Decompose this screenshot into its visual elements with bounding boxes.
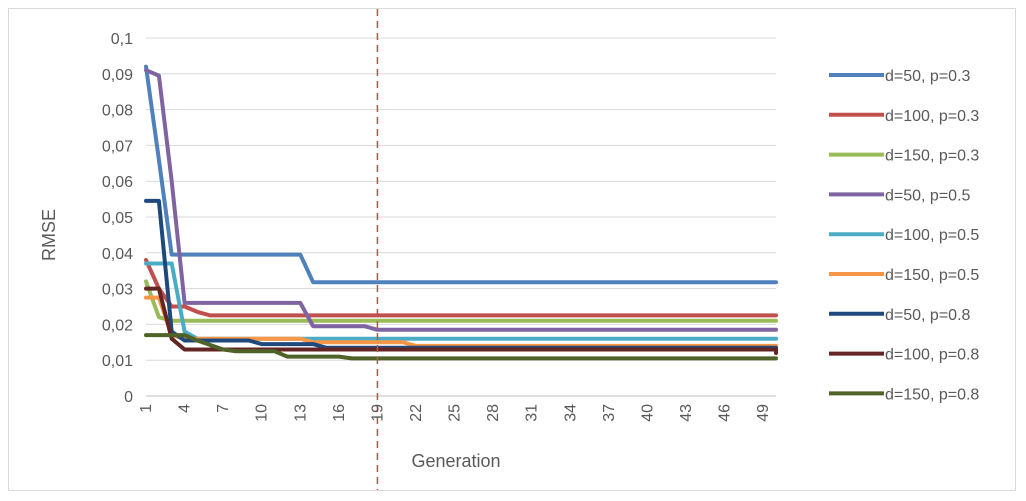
series-lines (144, 64, 778, 361)
x-tick-label: 13 (292, 404, 309, 422)
y-tick-label: 0,02 (102, 317, 133, 334)
y-tick-label: 0 (124, 389, 133, 406)
series-line-8 (144, 286, 778, 355)
y-tick-label: 0,08 (102, 103, 133, 120)
series-line-7 (144, 198, 778, 350)
y-tick-label: 0,09 (102, 67, 133, 84)
x-tick-label: 7 (215, 404, 232, 413)
legend-label: d=50, p=0.5 (885, 187, 971, 204)
y-tick-label: 0,01 (102, 353, 133, 370)
chart-frame: 0 0,01 0,02 0,03 0,04 0,05 0,06 0,07 0,08 0,09 0,1… (8, 8, 1016, 491)
series-line-4 (144, 68, 778, 332)
y-tick-label: 0,04 (102, 246, 133, 263)
legend-label: d=50, p=0.8 (885, 307, 971, 324)
y-tick-label: 0,05 (102, 210, 133, 227)
x-tick-label: 4 (177, 404, 194, 413)
series-line-2 (144, 258, 778, 318)
y-tick-label: 0,03 (102, 282, 133, 299)
legend-label: d=100, p=0.5 (885, 227, 979, 244)
gridlines (146, 37, 776, 361)
x-tick-label: 16 (331, 404, 348, 422)
x-tick-label: 22 (408, 404, 425, 422)
x-tick-label: 19 (369, 404, 386, 422)
x-tick-label: 46 (717, 404, 734, 422)
y-tick-label: 0,07 (102, 138, 133, 155)
x-tick-label: 28 (485, 404, 502, 422)
y-tick-label: 0,1 (111, 31, 133, 48)
legend-label: d=100, p=0.3 (885, 108, 979, 125)
series-line-9 (144, 333, 778, 361)
x-tick-label: 31 (524, 404, 541, 422)
x-axis-title: Generation (411, 451, 500, 471)
y-axis-title: RMSE (39, 209, 59, 261)
y-tick-label: 0,06 (102, 174, 133, 191)
x-tick-label: 49 (755, 404, 772, 422)
line-chart: 0 0,01 0,02 0,03 0,04 0,05 0,06 0,07 0,08 0,09 0,1… (39, 9, 979, 490)
legend-label: d=150, p=0.3 (885, 148, 979, 165)
x-tick-label: 25 (447, 404, 464, 422)
x-tick-label: 1 (138, 404, 155, 413)
x-tick-label: 34 (562, 404, 579, 422)
legend-label: d=150, p=0.5 (885, 267, 979, 284)
legend-label: d=100, p=0.8 (885, 347, 979, 364)
legend-label: d=50, p=0.3 (885, 68, 971, 85)
series-line-1 (144, 64, 778, 285)
x-tick-label: 10 (254, 404, 271, 422)
x-tick-label: 43 (678, 404, 695, 422)
x-tick-label: 37 (601, 404, 618, 422)
x-tick-label: 40 (639, 404, 656, 422)
tick-labels: 0 0,01 0,02 0,03 0,04 0,05 0,06 0,07 0,08 0,09 0,1… (102, 31, 772, 422)
legend: d=50, p=0.3 d=100, p=0.3 d=150, p=0.3 d=50,… (829, 68, 979, 403)
legend-label: d=150, p=0.8 (885, 386, 979, 403)
